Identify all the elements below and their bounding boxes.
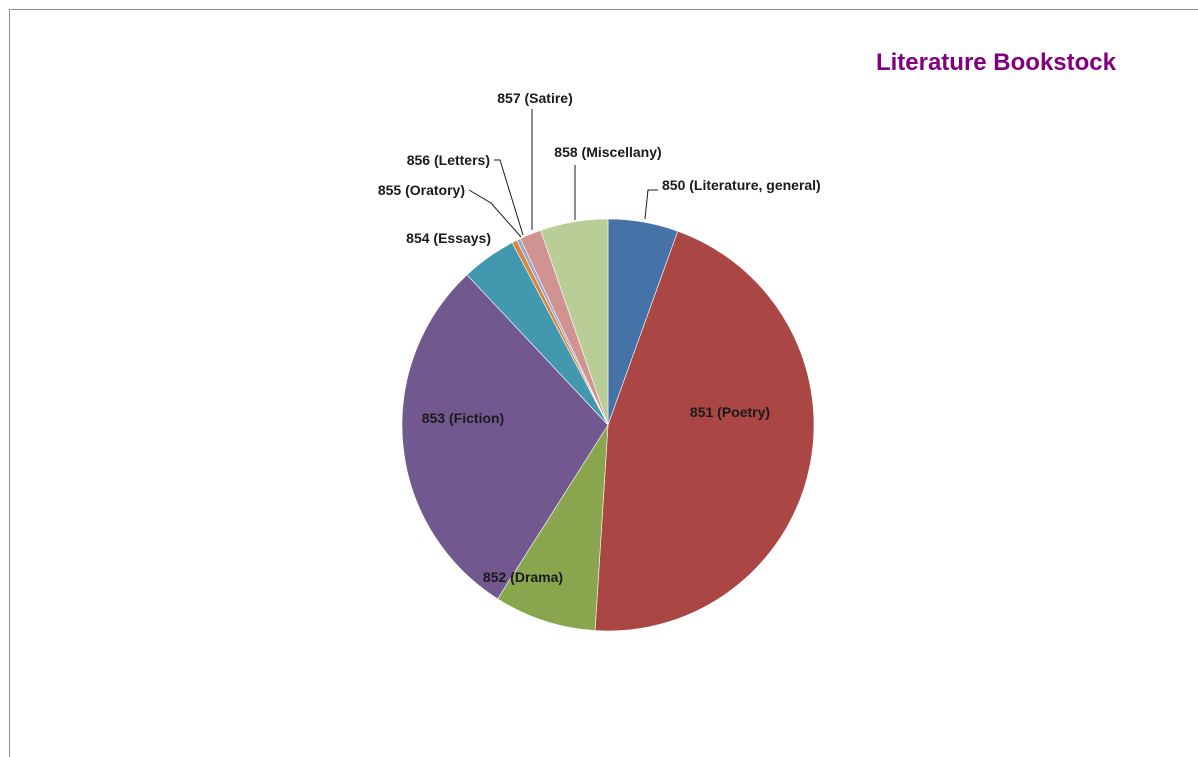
slice-label-856-letters: 856 (Letters): [407, 152, 490, 168]
leader-line-855-oratory: [468, 189, 522, 238]
pie-slice-852-drama: [497, 424, 609, 631]
pie-slice-851-poetry: [594, 230, 815, 632]
slice-label-855-oratory: 855 (Oratory): [378, 182, 465, 198]
slice-label-854-essays: 854 (Essays): [406, 230, 491, 246]
slice-label-858-miscellany: 858 (Miscellany): [554, 144, 661, 160]
pie-slice-858-miscellany: [540, 218, 609, 426]
pie-slices: [401, 218, 815, 632]
leader-lines: [468, 109, 658, 238]
slice-label-853-fiction: 853 (Fiction): [422, 410, 504, 426]
slice-label-857-satire: 857 (Satire): [497, 90, 572, 106]
leader-line-850-literature-general: [644, 189, 658, 220]
pie-slice-853-fiction: [401, 274, 609, 600]
slice-label-851-poetry: 851 (Poetry): [690, 404, 770, 420]
chart-title: Literature Bookstock: [876, 49, 1117, 76]
leader-line-856-letters: [494, 159, 524, 236]
slice-label-850-literature-general: 850 (Literature, general): [662, 177, 821, 193]
slice-labels: 850 (Literature, general) 851 (Poetry) 852…: [378, 90, 821, 585]
slice-label-852-drama: 852 (Drama): [483, 569, 563, 585]
